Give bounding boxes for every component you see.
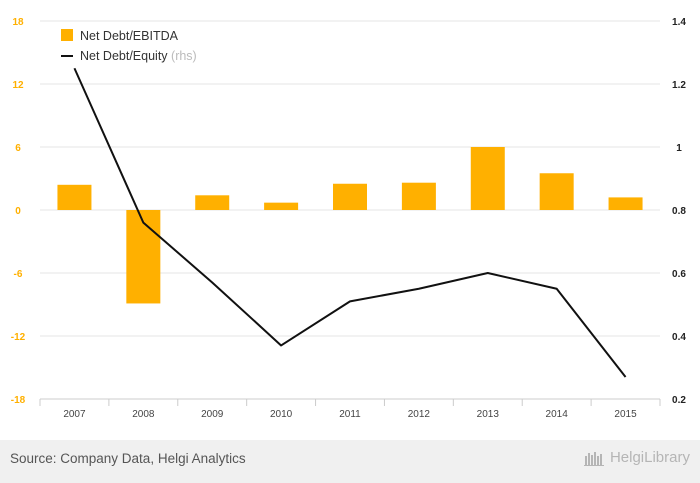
y-right-tick-label: 0.8: [672, 206, 686, 217]
x-tick-label: 2008: [132, 409, 155, 420]
bar: [57, 184, 92, 210]
y-right-tick-label: 1.2: [672, 80, 686, 91]
legend-bar-swatch: [61, 29, 73, 41]
y-right-tick-label: 1.4: [672, 17, 686, 28]
legend-bar-label: Net Debt/EBITDA: [80, 29, 179, 43]
y-left-tick-label: 12: [12, 80, 24, 91]
bar-series: [57, 147, 643, 304]
legend: Net Debt/EBITDA Net Debt/Equity (rhs): [61, 29, 197, 63]
y-right-tick-label: 0.4: [672, 332, 686, 343]
x-axis: [39, 398, 661, 406]
bar: [126, 210, 161, 304]
bar: [470, 147, 505, 210]
x-tick-label: 2014: [546, 409, 569, 420]
y-right-tick-label: 1: [676, 143, 682, 154]
brand-name: HelgiLibrary: [609, 449, 690, 466]
bar: [401, 182, 436, 210]
y-left-tick-label: 18: [12, 17, 24, 28]
y-left-tick-label: -6: [14, 269, 23, 280]
x-tick-label: 2009: [201, 409, 224, 420]
brand-logo: HelgiLibrary: [583, 449, 690, 466]
chart: 18 12 6 0 -6 -12 -18 1.4 1.2 1 0.8 0.6 0.4 0.2 2007 2…: [11, 17, 687, 420]
y-left-tick-label: 0: [15, 206, 21, 217]
x-tick-label: 2010: [270, 409, 293, 420]
footer: Source: Company Data, Helgi Analytics He…: [0, 440, 700, 483]
x-tick-label: 2011: [339, 409, 361, 420]
bar: [264, 202, 299, 210]
bar: [608, 197, 643, 210]
y-left-tick-label: 6: [15, 143, 21, 154]
bar: [333, 183, 367, 210]
x-axis-labels: 2007 2008 2009 2010 2011 2012 2013 2014 2015: [63, 409, 637, 420]
bar: [195, 195, 230, 210]
bar: [539, 173, 574, 210]
x-tick-label: 2007: [63, 409, 86, 420]
x-tick-label: 2015: [614, 409, 637, 420]
y-left-tick-label: -12: [11, 332, 26, 343]
y-axis-right: 1.4 1.2 1 0.8 0.6 0.4 0.2: [672, 17, 686, 406]
y-right-tick-label: 0.6: [672, 269, 686, 280]
legend-line-suffix: (rhs): [171, 49, 197, 63]
line-series: [73, 67, 627, 378]
net-debt-equity-line: [73, 67, 627, 378]
y-axis-left: 18 12 6 0 -6 -12 -18: [11, 17, 26, 406]
library-icon: [583, 451, 604, 466]
source-note: Source: Company Data, Helgi Analytics: [10, 451, 246, 466]
legend-line-label: Net Debt/Equity (rhs): [80, 49, 197, 63]
x-tick-label: 2012: [408, 409, 431, 420]
y-left-tick-label: -18: [11, 395, 26, 406]
x-tick-label: 2013: [477, 409, 500, 420]
y-right-tick-label: 0.2: [672, 395, 686, 406]
